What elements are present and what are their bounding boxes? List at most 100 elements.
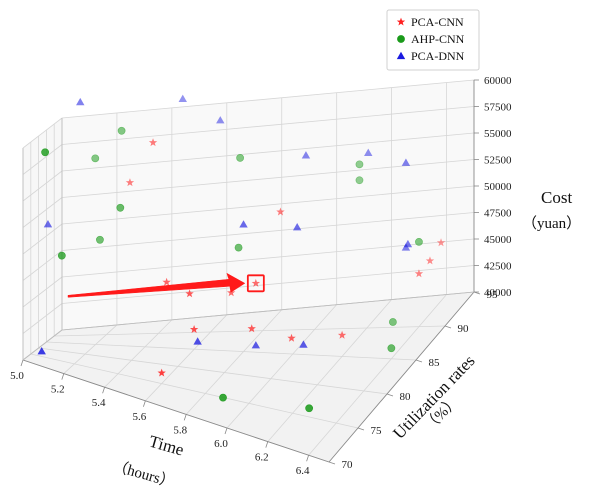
y-tick-label: 90 bbox=[458, 323, 470, 335]
data-point bbox=[76, 97, 85, 106]
z-tick-label: 52500 bbox=[484, 155, 512, 167]
data-point bbox=[162, 277, 171, 286]
x-tick-mark bbox=[61, 373, 65, 380]
data-point bbox=[57, 251, 66, 260]
grid-line bbox=[22, 197, 63, 228]
data-point bbox=[364, 148, 373, 157]
data-point bbox=[239, 220, 248, 228]
x-tick-label: 5.6 bbox=[133, 411, 147, 423]
data-point bbox=[193, 337, 202, 345]
legend-box bbox=[386, 9, 480, 71]
y-tick-mark bbox=[357, 427, 365, 431]
x-axis-line bbox=[22, 359, 330, 463]
data-point bbox=[185, 289, 194, 298]
grid-line bbox=[46, 341, 417, 361]
z-tick-label: 47500 bbox=[484, 208, 512, 220]
data-point bbox=[355, 176, 364, 185]
data-point bbox=[91, 154, 100, 163]
grid-line bbox=[61, 185, 475, 225]
data-point bbox=[125, 178, 135, 187]
z-tick-label: 55000 bbox=[484, 128, 512, 140]
grid-line bbox=[30, 353, 359, 429]
z-tick-label: 57500 bbox=[484, 102, 512, 114]
grid-line bbox=[22, 303, 63, 334]
highlight-box bbox=[246, 274, 265, 293]
x-tick-mark bbox=[102, 387, 105, 394]
grid-line bbox=[61, 106, 475, 145]
data-point bbox=[388, 318, 397, 326]
data-point bbox=[415, 237, 423, 246]
grid-line bbox=[22, 276, 63, 308]
x-tick-label: 5.0 bbox=[10, 370, 24, 382]
grid-line bbox=[61, 132, 475, 172]
data-point bbox=[301, 151, 311, 159]
z-tick-label: 60000 bbox=[484, 75, 512, 87]
highlight-arrow bbox=[67, 272, 246, 298]
pane-edge bbox=[22, 329, 63, 361]
legend-item: AHP-CNN bbox=[397, 32, 465, 46]
data-point bbox=[414, 269, 424, 278]
grid-line bbox=[61, 265, 475, 304]
circle-icon bbox=[397, 35, 405, 43]
data-point bbox=[425, 256, 435, 265]
highlight-annotation bbox=[67, 272, 265, 298]
y-tick-label: 85 bbox=[429, 357, 441, 369]
data-point bbox=[37, 346, 46, 355]
x-tick-label: 6.2 bbox=[255, 452, 269, 464]
data-point bbox=[41, 148, 50, 157]
y-tick-label: 95 bbox=[487, 289, 499, 301]
grid-line bbox=[185, 309, 283, 415]
data-point bbox=[116, 203, 125, 212]
data-point bbox=[117, 126, 126, 135]
data-point bbox=[234, 243, 243, 252]
legend-label: PCA-CNN bbox=[411, 15, 464, 29]
axis-edges bbox=[22, 80, 475, 463]
series-pca-dnn bbox=[37, 94, 413, 355]
x-tick-label: 5.8 bbox=[173, 424, 187, 436]
y-tick-label: 70 bbox=[342, 459, 354, 471]
legend-label: AHP-CNN bbox=[411, 32, 465, 46]
grid-lines bbox=[22, 79, 475, 463]
data-point bbox=[401, 158, 411, 166]
data-point bbox=[251, 341, 261, 349]
data-point bbox=[436, 238, 446, 247]
x-tick-label: 5.4 bbox=[92, 397, 106, 409]
data-point bbox=[43, 220, 53, 228]
x-tick-label: 6.4 bbox=[296, 465, 310, 477]
data-point bbox=[157, 368, 166, 377]
grid-line bbox=[267, 299, 392, 442]
x-tick-label: 6.0 bbox=[214, 438, 228, 450]
data-point bbox=[216, 116, 225, 124]
data-point bbox=[148, 138, 158, 147]
y-tick-mark bbox=[415, 359, 423, 363]
data-point bbox=[236, 154, 245, 162]
legend-item: PCA-DNN bbox=[396, 49, 465, 63]
legend: PCA-CNN AHP-CNN PCA-DNN bbox=[386, 9, 480, 71]
data-point bbox=[247, 324, 256, 333]
data-point bbox=[287, 333, 296, 342]
data-point bbox=[251, 278, 261, 287]
data-point bbox=[96, 235, 104, 244]
series-ahp-cnn bbox=[41, 126, 423, 413]
data-points bbox=[37, 94, 446, 413]
data-point bbox=[299, 340, 308, 348]
data-point bbox=[276, 207, 285, 216]
grid-line bbox=[63, 324, 118, 374]
grid-line bbox=[308, 294, 447, 456]
data-point bbox=[401, 243, 411, 251]
z-tick-label: 40000 bbox=[484, 287, 512, 299]
x-tick-mark bbox=[265, 441, 269, 448]
axis-panes bbox=[23, 80, 474, 462]
x-tick-mark bbox=[183, 414, 187, 421]
data-point bbox=[292, 222, 302, 231]
triangle-icon bbox=[396, 51, 406, 60]
y-tick-label: 75 bbox=[371, 425, 383, 437]
grid-line bbox=[22, 223, 63, 255]
grid-line bbox=[61, 212, 475, 251]
data-point bbox=[178, 94, 187, 103]
grid-line bbox=[226, 304, 337, 429]
y-axis-line bbox=[328, 291, 475, 463]
grid-line bbox=[38, 347, 388, 395]
y-tick-mark bbox=[386, 393, 394, 397]
